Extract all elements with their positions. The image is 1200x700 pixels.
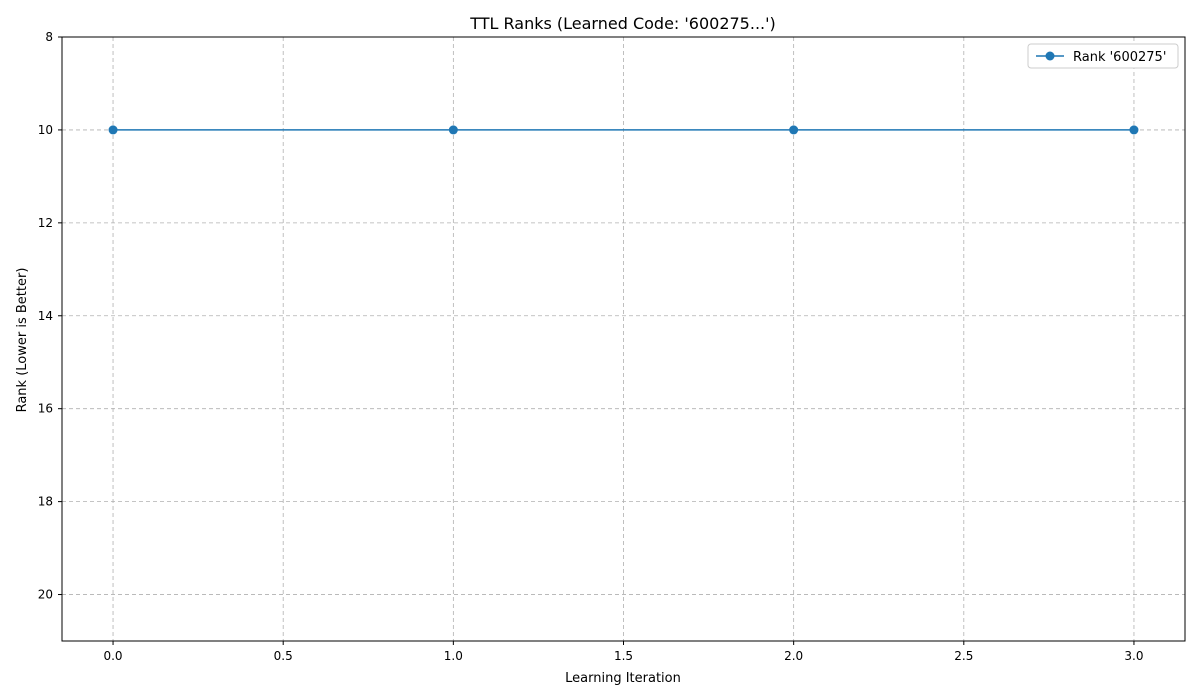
x-tick-label: 1.0 [444, 649, 463, 663]
x-tick-label: 2.0 [784, 649, 803, 663]
y-tick-label: 16 [38, 402, 53, 416]
y-tick-label: 12 [38, 216, 53, 230]
legend-marker [1045, 51, 1055, 61]
x-axis: 0.0 0.5 1.0 1.5 2.0 2.5 3.0 [103, 641, 1144, 663]
chart-title: TTL Ranks (Learned Code: '600275...') [469, 14, 776, 33]
x-tick-label: 0.5 [274, 649, 293, 663]
x-axis-label: Learning Iteration [565, 671, 681, 686]
legend-label: Rank '600275' [1073, 50, 1166, 65]
x-tick-label: 2.5 [954, 649, 973, 663]
x-tick-label: 0.0 [103, 649, 122, 663]
data-point [789, 125, 799, 135]
legend-box [1027, 43, 1179, 69]
series-layer [108, 125, 1139, 135]
x-grid [112, 37, 1135, 641]
x-tick-label: 3.0 [1124, 649, 1143, 663]
y-tick-label: 10 [38, 123, 53, 137]
y-tick-label: 18 [38, 495, 53, 509]
y-tick-label: 20 [38, 588, 53, 602]
data-point [448, 125, 458, 135]
y-axis: 8 10 12 14 16 18 20 [38, 30, 62, 602]
y-axis-label: Rank (Lower is Better) [15, 268, 30, 413]
data-point [108, 125, 118, 135]
legend: Rank '600275' [1027, 43, 1179, 69]
x-tick-label: 1.5 [614, 649, 633, 663]
y-tick-label: 14 [38, 309, 53, 323]
y-tick-label: 8 [45, 30, 53, 44]
data-point [1129, 125, 1139, 135]
